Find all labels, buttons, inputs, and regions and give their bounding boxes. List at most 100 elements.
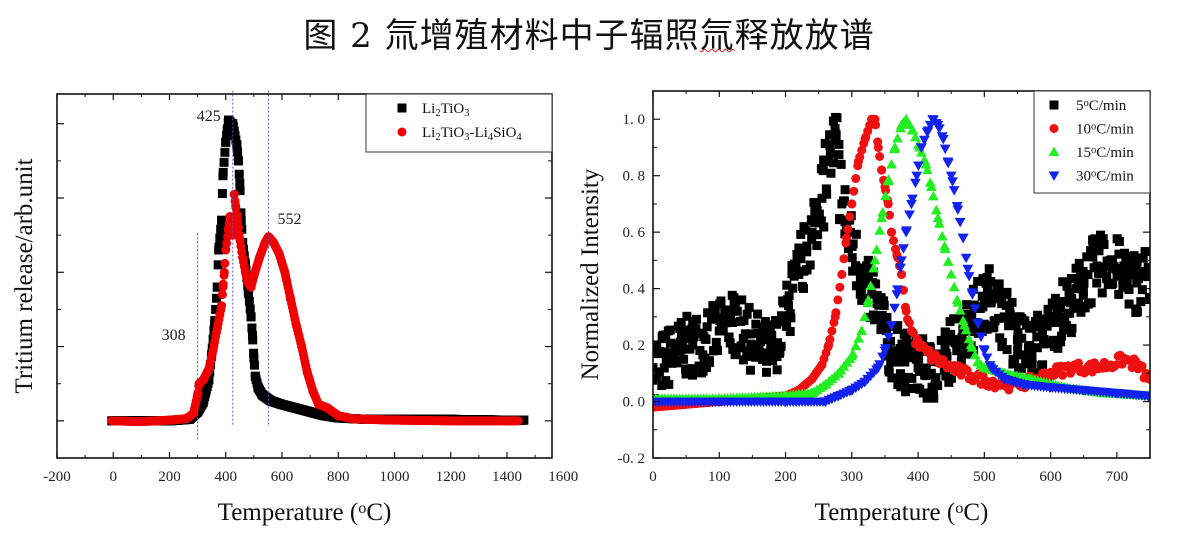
data-point: [817, 360, 827, 370]
data-point: [926, 351, 936, 361]
data-point: [249, 271, 259, 281]
legend-label-part: C/min: [1096, 145, 1134, 161]
data-point: [1057, 296, 1067, 306]
y-axis-title: Tritium release/arb.unit: [11, 158, 38, 393]
data-point: [244, 296, 254, 306]
data-point: [1046, 368, 1056, 378]
data-point: [1108, 278, 1118, 288]
data-point: [1062, 281, 1072, 291]
data-point: [843, 224, 853, 234]
data-point: [1027, 359, 1037, 369]
data-point: [820, 138, 830, 148]
data-point: [1037, 316, 1047, 326]
data-point: [1032, 332, 1042, 342]
data-point: [932, 120, 944, 131]
data-point: [1052, 312, 1062, 322]
data-point: [872, 363, 884, 374]
data-point: [737, 295, 747, 305]
data-point: [832, 113, 842, 123]
data-point: [1056, 337, 1066, 347]
data-point: [322, 402, 332, 412]
data-point: [654, 367, 664, 377]
data-point: [1097, 288, 1107, 298]
data-point: [269, 238, 279, 248]
data-point: [653, 397, 659, 407]
data-point: [833, 391, 844, 402]
data-point: [742, 352, 752, 362]
data-point: [869, 254, 881, 265]
data-point: [711, 337, 721, 347]
data-point: [758, 348, 768, 358]
plot-area: [107, 115, 529, 427]
data-point: [954, 217, 966, 228]
data-point: [245, 304, 255, 314]
data-point: [235, 178, 245, 188]
plot-frame: [56, 93, 553, 459]
data-point: [946, 329, 956, 339]
data-point: [982, 284, 992, 294]
data-point: [834, 139, 844, 149]
data-point: [865, 280, 877, 291]
data-point: [915, 143, 927, 153]
legend-marker-circle: [1049, 124, 1059, 133]
data-point: [1027, 323, 1037, 333]
data-point: [728, 317, 738, 327]
data-point: [821, 184, 831, 194]
data-point: [220, 258, 230, 268]
legend-label-part: Li: [422, 125, 435, 141]
data-point: [998, 374, 1010, 385]
data-point: [266, 396, 276, 406]
data-point: [995, 333, 1005, 343]
data-point: [782, 321, 792, 331]
legend-label-part: 2: [435, 132, 440, 143]
data-point: [840, 185, 850, 195]
data-point: [220, 147, 230, 157]
data-point: [799, 222, 809, 232]
data-point: [857, 270, 867, 279]
data-point: [235, 234, 245, 244]
data-point: [969, 304, 981, 314]
data-point: [904, 210, 915, 220]
plot-area: [653, 112, 1150, 412]
legend-label: 30oC/min: [1076, 168, 1134, 184]
data-point: [967, 310, 977, 320]
legend-label: 15oC/min: [1076, 145, 1134, 161]
data-point: [893, 352, 903, 362]
data-point: [981, 278, 991, 288]
data-point: [212, 282, 222, 292]
data-point: [1085, 363, 1095, 373]
data-point: [1016, 364, 1026, 374]
data-point: [653, 363, 658, 373]
data-point: [247, 323, 257, 333]
data-point: [856, 284, 866, 294]
data-point: [704, 356, 714, 366]
x-tick-label: 100: [708, 469, 731, 485]
data-point: [661, 354, 671, 364]
data-point: [927, 115, 939, 125]
data-point: [219, 267, 229, 277]
data-point: [870, 315, 880, 325]
data-point: [1144, 374, 1150, 384]
data-point: [224, 223, 234, 233]
data-point: [972, 318, 984, 328]
data-point: [825, 130, 835, 140]
data-point: [986, 377, 996, 387]
data-point: [213, 260, 223, 270]
x-tick-label: 0: [110, 469, 118, 485]
data-point: [233, 147, 243, 157]
data-point: [960, 324, 972, 335]
data-point: [874, 225, 886, 235]
data-point: [277, 400, 287, 410]
data-point: [731, 348, 741, 358]
annotation-label-552: 552: [278, 211, 302, 228]
data-point: [233, 156, 243, 166]
data-point: [739, 316, 749, 326]
data-point: [841, 233, 851, 243]
y-tick-label: 1. 0: [623, 112, 646, 128]
data-point: [860, 134, 870, 144]
y-tick-label: 0. 2: [623, 338, 646, 354]
data-point: [900, 357, 910, 367]
data-point: [818, 166, 828, 176]
data-point: [1011, 320, 1021, 330]
